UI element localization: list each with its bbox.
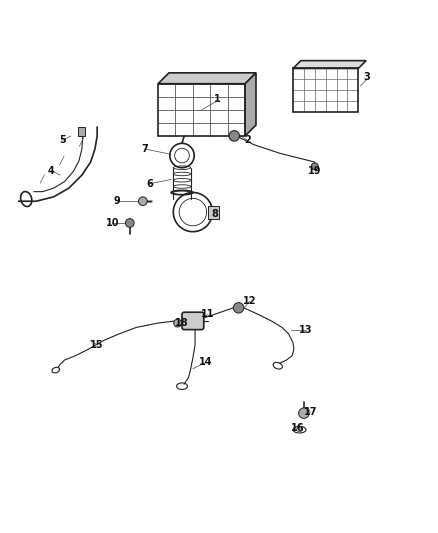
Text: 10: 10 [106,218,119,228]
Circle shape [138,197,147,206]
Bar [208,206,219,219]
Text: 3: 3 [364,72,371,82]
Text: 11: 11 [201,309,215,319]
FancyBboxPatch shape [182,312,204,329]
Text: 13: 13 [299,325,313,335]
Circle shape [233,303,244,313]
Text: 16: 16 [290,423,304,433]
Text: 15: 15 [90,340,104,350]
Text: 14: 14 [199,357,213,367]
Circle shape [311,163,318,170]
Text: 19: 19 [308,166,321,176]
Polygon shape [245,73,256,136]
Bar [78,127,85,136]
Text: 1: 1 [213,94,220,104]
Text: 18: 18 [175,318,189,328]
Polygon shape [293,61,366,68]
Text: 5: 5 [59,135,66,146]
Text: 12: 12 [243,296,256,306]
Polygon shape [158,73,256,84]
Circle shape [174,319,182,327]
Text: 9: 9 [113,196,120,206]
Circle shape [125,219,134,228]
Text: 8: 8 [211,209,218,219]
Text: 17: 17 [304,407,317,417]
Circle shape [229,131,240,141]
Circle shape [299,408,309,418]
Text: 7: 7 [141,144,148,154]
Text: 6: 6 [146,179,153,189]
Text: 2: 2 [244,135,251,146]
Text: 4: 4 [48,166,55,176]
